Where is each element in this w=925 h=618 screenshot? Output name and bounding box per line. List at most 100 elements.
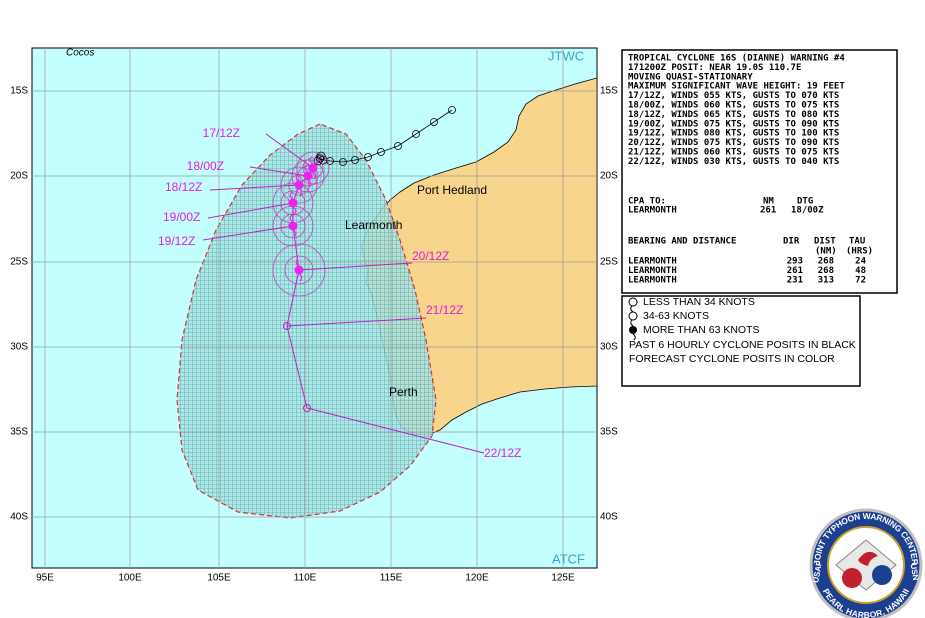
bearing-cell: LEARMONTH bbox=[628, 276, 677, 286]
forecast-position bbox=[303, 404, 311, 412]
bearing-cell: LEARMONTH bbox=[628, 266, 677, 276]
forecast-label: 22/12Z bbox=[484, 446, 521, 460]
warning-line: 20/12Z, WINDS 075 KTS, GUSTS TO 090 KTS bbox=[628, 138, 839, 148]
legend-item: 34-63 KNOTS bbox=[643, 310, 709, 322]
lat-label: 40S bbox=[600, 512, 618, 523]
bearing-cell: 261 bbox=[787, 266, 803, 276]
forecast-position bbox=[303, 171, 313, 181]
forecast-position bbox=[288, 221, 298, 231]
wind-radius bbox=[272, 205, 314, 247]
wind-radius bbox=[280, 190, 306, 216]
forecast-label: 19/12Z bbox=[158, 234, 195, 248]
symbol bbox=[628, 297, 638, 307]
leader-line bbox=[298, 262, 413, 271]
lat-label: 30S bbox=[600, 342, 618, 353]
warning-line: 19/12Z, WINDS 080 KTS, GUSTS TO 100 KTS bbox=[628, 129, 839, 139]
bearing-cell: 313 bbox=[818, 276, 834, 286]
wind-radius bbox=[272, 243, 326, 297]
forecast-symbol bbox=[295, 173, 303, 197]
past-position bbox=[339, 158, 347, 166]
warning-box: TROPICAL CYCLONE 16S (DIANNE) WARNING #4… bbox=[621, 49, 898, 294]
wind-radius bbox=[296, 151, 330, 185]
wind-radius bbox=[288, 174, 310, 196]
forecast-label: 20/12Z bbox=[412, 249, 449, 263]
wind-radius bbox=[280, 166, 318, 204]
lat-label: 20S bbox=[600, 171, 618, 182]
forecast-label: 17/12Z bbox=[203, 126, 240, 140]
map: 17/12Z 18/00Z 18/12Z 19/00Z 19/12Z 20/12Z 21/1… bbox=[31, 47, 598, 569]
cpa-cell: 18/00Z bbox=[791, 206, 824, 216]
symbol bbox=[630, 305, 634, 313]
cpa-title: CPA TO: bbox=[628, 197, 666, 207]
lat-label: 25S bbox=[600, 257, 618, 268]
past-position bbox=[412, 130, 420, 138]
leader-line bbox=[202, 225, 294, 241]
lat-label: 15S bbox=[10, 86, 28, 97]
warning-line: 171200Z POSIT: NEAR 19.0S 110.7E bbox=[628, 63, 801, 73]
leader-line bbox=[306, 407, 485, 454]
lat-label: 35S bbox=[600, 427, 618, 438]
forecast-label: 18/00Z bbox=[187, 159, 224, 173]
forecast-label: 21/12Z bbox=[426, 303, 463, 317]
lat-label: 40S bbox=[10, 512, 28, 523]
bearing-header: DIR bbox=[783, 237, 800, 247]
corner-label: JTWC bbox=[548, 48, 584, 63]
past-position bbox=[351, 156, 359, 164]
forecast-label: 19/00Z bbox=[163, 210, 200, 224]
warning-line: 19/00Z, WINDS 075 KTS, GUSTS TO 090 KTS bbox=[628, 119, 839, 129]
logo-emblem bbox=[872, 565, 892, 585]
logo-text: USN bbox=[908, 563, 920, 581]
lat-label: 20S bbox=[10, 171, 28, 182]
box bbox=[621, 295, 861, 387]
legend-item: LESS THAN 34 KNOTS bbox=[643, 296, 755, 308]
lat-label: 30S bbox=[10, 342, 28, 353]
place-label: Perth bbox=[389, 385, 418, 399]
forecast-symbol bbox=[309, 156, 317, 180]
lon-label: 110E bbox=[294, 573, 317, 584]
forecast-position bbox=[294, 265, 304, 275]
danger-area bbox=[176, 123, 437, 519]
forecast-position bbox=[288, 198, 298, 208]
wind-radius bbox=[297, 165, 319, 187]
lon-label: 115E bbox=[380, 573, 403, 584]
forecast-symbol bbox=[304, 164, 312, 188]
past-position bbox=[430, 118, 438, 126]
warning-line: 18/00Z, WINDS 060 KTS, GUSTS TO 075 KTS bbox=[628, 101, 839, 111]
wind-radius bbox=[302, 157, 324, 179]
warning-line: 18/12Z, WINDS 065 KTS, GUSTS TO 080 KTS bbox=[628, 110, 839, 120]
forecast-symbol bbox=[289, 191, 297, 215]
legend-item: MORE THAN 63 KNOTS bbox=[643, 324, 760, 336]
place-label: Port Hedland bbox=[417, 183, 487, 197]
warning-line: 22/12Z, WINDS 030 KTS, GUSTS TO 040 KTS bbox=[628, 157, 839, 167]
lat-label: 15S bbox=[600, 86, 618, 97]
wind-radius bbox=[280, 213, 306, 239]
lat-label: 25S bbox=[10, 257, 28, 268]
corner-label: Cocos bbox=[66, 48, 94, 59]
warning-line: 17/12Z, WINDS 055 KTS, GUSTS TO 070 KTS bbox=[628, 91, 839, 101]
cpa-header: NM bbox=[763, 197, 774, 207]
bearing-cell: 48 bbox=[855, 266, 866, 276]
legend-note: FORECAST CYCLONE POSITS IN COLOR bbox=[629, 353, 835, 365]
warning-line: 21/12Z, WINDS 060 KTS, GUSTS TO 075 KTS bbox=[628, 148, 839, 158]
legend: LESS THAN 34 KNOTS 34-63 KNOTS MORE THAN… bbox=[621, 295, 861, 387]
warning-line: MAXIMUM SIGNIFICANT WAVE HEIGHT: 19 FEET bbox=[628, 82, 845, 92]
bearing-header: TAU bbox=[849, 237, 865, 247]
forecast-position bbox=[308, 163, 318, 173]
bearing-cell: 72 bbox=[855, 276, 866, 286]
box bbox=[621, 49, 898, 294]
lon-label: 120E bbox=[465, 573, 489, 584]
cpa-cell: 261 bbox=[760, 206, 776, 216]
graticule bbox=[32, 48, 597, 568]
symbol bbox=[630, 319, 636, 341]
wind-radius bbox=[291, 159, 325, 193]
past-position bbox=[326, 157, 334, 165]
leader-line bbox=[207, 202, 294, 219]
bearing-cell: LEARMONTH bbox=[628, 257, 677, 267]
leader-line bbox=[286, 317, 427, 327]
forecast-symbol bbox=[295, 258, 303, 282]
legend-note: PAST 6 HOURLY CYCLONE POSITS IN BLACK bbox=[629, 339, 856, 351]
warning-line: MOVING QUASI-STATIONARY bbox=[628, 72, 753, 82]
current-loop bbox=[316, 151, 326, 161]
bearing-cell: 268 bbox=[818, 257, 834, 267]
